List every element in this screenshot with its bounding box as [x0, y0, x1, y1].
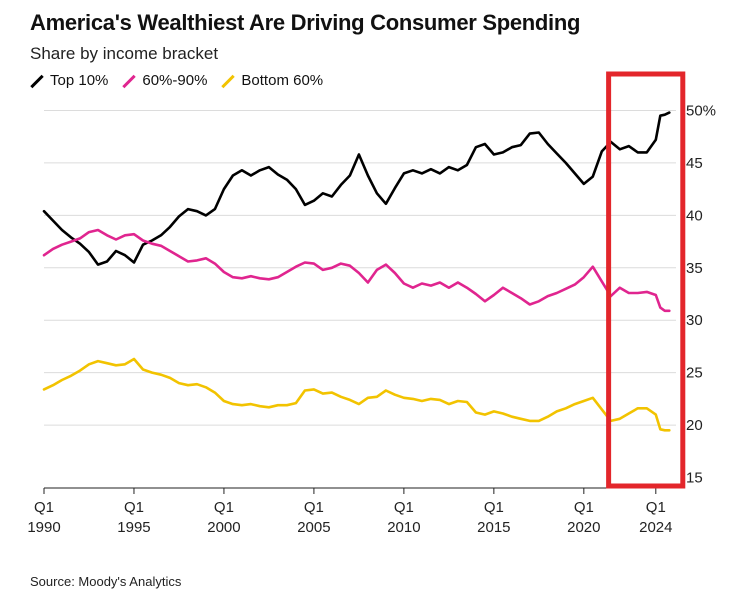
x-tick-label-year-2000: 2000 [207, 519, 240, 536]
x-tick-label-year-2010: 2010 [387, 519, 420, 536]
x-tick-label-year-1990: 1990 [27, 519, 60, 536]
legend-item-top10: Top 10% [30, 72, 108, 89]
y-tick-label-25: 25 [686, 365, 703, 382]
series-line-top10 [42, 111, 671, 266]
x-tick-label-q-2020: Q1 [574, 499, 594, 516]
x-tick-label-q-1995: Q1 [124, 499, 144, 516]
x-tick-label-year-2015: 2015 [477, 519, 510, 536]
x-tick-label-q-2000: Q1 [214, 499, 234, 516]
x-tick-label-q-1990: Q1 [34, 499, 54, 516]
x-tick-label-q-2005: Q1 [304, 499, 324, 516]
x-tick-label-q-2010: Q1 [394, 499, 414, 516]
legend-label-60-90: 60%-90% [142, 72, 208, 89]
legend-label-bottom60: Bottom 60% [241, 72, 324, 89]
legend-item-60-90: 60%-90% [122, 72, 207, 89]
x-tick-label-year-2020: 2020 [567, 519, 600, 536]
y-tick-label-15: 15 [686, 470, 703, 487]
y-tick-label-40: 40 [686, 207, 703, 224]
source-note: Source: Moody's Analytics [30, 574, 182, 589]
series-line-bottom60 [42, 357, 671, 432]
x-tick-label-year-2024: 2024 [639, 519, 672, 536]
x-tick-label-year-1995: 1995 [117, 519, 150, 536]
legend-item-bottom60: Bottom 60% [221, 72, 323, 89]
chart-legend: Top 10% 60%-90% Bottom 60% [30, 72, 323, 89]
chart-subtitle: Share by income bracket [30, 44, 219, 63]
legend-label-top10: Top 10% [50, 72, 109, 89]
y-tick-label-45: 45 [686, 155, 703, 172]
y-tick-label-20: 20 [686, 417, 703, 434]
y-tick-label-30: 30 [686, 312, 703, 329]
y-tick-label-35: 35 [686, 260, 703, 277]
series-line-60-90 [42, 228, 671, 313]
chart-title: America's Wealthiest Are Driving Consume… [30, 10, 581, 35]
x-tick-label-q-2015: Q1 [484, 499, 504, 516]
y-tick-label-50: 50% [686, 102, 716, 119]
highlight-box [606, 71, 686, 489]
x-tick-label-year-2005: 2005 [297, 519, 330, 536]
x-tick-label-q-2024: Q1 [646, 499, 666, 516]
